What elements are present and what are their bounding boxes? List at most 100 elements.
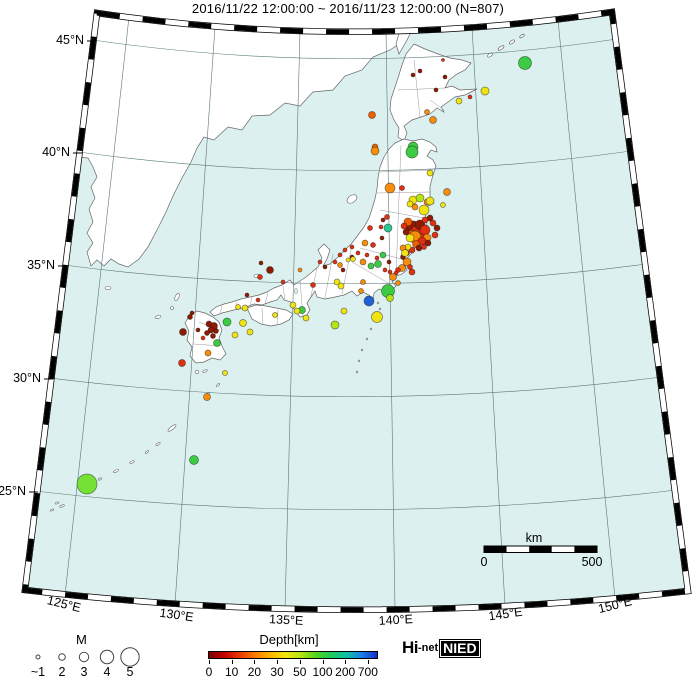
lon-label: 135°E	[269, 612, 304, 628]
asia-continent	[39, 12, 419, 268]
scale-km-label: km	[526, 531, 543, 545]
depth-tick-label: 100	[312, 665, 333, 679]
quake-dot	[424, 239, 432, 247]
quake-dot	[429, 219, 437, 227]
logo-net: -net	[418, 642, 439, 654]
quake-dot	[384, 214, 390, 220]
quake-dot	[332, 259, 338, 265]
quake-dot	[421, 216, 429, 224]
depth-tick-label: 700	[357, 665, 378, 679]
quake-dot	[364, 252, 370, 258]
quake-dot	[272, 312, 278, 318]
quake-dot	[241, 304, 249, 312]
quake-dot	[235, 304, 241, 310]
quake-dot	[400, 222, 408, 230]
quake-dot	[402, 257, 412, 267]
depth-tick-label: 30	[270, 665, 284, 679]
quake-dot	[337, 282, 345, 290]
quake-dot	[195, 327, 201, 333]
depth-tick	[209, 660, 210, 664]
quake-dot	[379, 251, 387, 259]
depth-tick	[231, 660, 233, 664]
quake-dot	[370, 242, 376, 248]
quake-dot	[257, 274, 263, 280]
logo-hi: Hi	[402, 638, 419, 657]
quake-dot	[363, 295, 375, 307]
scale-bar: km 0 500	[481, 531, 603, 569]
quake-dot	[255, 297, 261, 303]
lat-label: 40°N	[42, 145, 70, 159]
graticule	[34, 16, 677, 610]
quake-dot	[361, 239, 369, 247]
quake-dot	[76, 473, 98, 495]
quake-dot	[368, 111, 376, 119]
quake-dot	[386, 294, 394, 302]
quake-dot	[213, 328, 219, 334]
quake-dot	[355, 250, 361, 256]
quake-dot	[401, 249, 409, 257]
quake-dot	[340, 307, 348, 315]
quake-dot	[310, 282, 316, 288]
depth-colorbar	[208, 651, 378, 659]
magnitude-sample-circle	[99, 649, 115, 665]
quake-dot	[421, 244, 427, 250]
lat-label: 45°N	[56, 33, 84, 47]
quake-dot	[222, 370, 228, 376]
quake-dot	[178, 359, 186, 367]
magnitude-label: 4	[104, 665, 111, 678]
quake-dot	[297, 267, 303, 273]
magnitude-sample-circle	[58, 653, 66, 661]
quake-dot	[431, 231, 439, 239]
depth-tick-label: 50	[293, 665, 307, 679]
lake-biwa	[294, 287, 298, 295]
quake-dot	[370, 146, 380, 156]
depth-legend-title: Depth[km]	[259, 632, 319, 647]
quake-dot	[337, 252, 343, 258]
quake-dot	[200, 335, 206, 341]
quake-dot	[222, 317, 232, 327]
quake-dot	[382, 267, 388, 273]
quake-dot	[322, 264, 328, 270]
quake-dot	[387, 269, 393, 275]
quake-dot	[395, 280, 401, 286]
quake-dot	[415, 193, 425, 203]
quake-dot	[406, 200, 414, 208]
quake-dot	[418, 204, 430, 216]
depth-tick	[277, 660, 279, 664]
magnitude-sample-circle	[35, 654, 41, 660]
quake-dot	[384, 182, 396, 194]
depth-tick	[367, 660, 369, 664]
quake-dot	[405, 233, 415, 243]
japan-seismicity-map: 45°N40°N35°N30°N25°N 125°E 130°E 135°E 140°…	[0, 8, 692, 628]
quake-dot	[389, 273, 397, 281]
quake-dot	[239, 319, 247, 327]
quake-dot	[402, 228, 410, 236]
shikoku	[246, 304, 294, 327]
hokkaido	[389, 43, 478, 142]
small-islands	[49, 194, 382, 512]
lat-labels: 45°N 40°N 35°N 30°N 25°N	[0, 33, 84, 498]
quake-dot	[244, 292, 250, 298]
quake-dot	[371, 311, 383, 323]
quake-dot	[280, 279, 286, 285]
quake-dot	[380, 217, 386, 223]
scale-end-label: 500	[582, 555, 603, 569]
quake-dot	[441, 58, 445, 62]
quake-dot	[426, 169, 434, 177]
lat-label: 25°N	[0, 484, 26, 498]
lat-label: 30°N	[13, 371, 41, 385]
quake-dot	[337, 262, 343, 268]
quake-dot	[367, 225, 373, 231]
quake-dot	[345, 257, 351, 263]
depth-legend: Depth[km] 0 10 20 30 50 100 200 700	[200, 630, 390, 680]
quake-dot	[425, 196, 435, 206]
prefecture-borders	[193, 59, 446, 347]
quake-dot	[440, 202, 446, 208]
quake-dot	[317, 259, 323, 265]
depth-tick-label: 200	[335, 665, 356, 679]
quake-dot	[417, 68, 423, 74]
kuril-islands	[487, 33, 525, 58]
quake-dot	[213, 339, 221, 347]
quake-dot	[480, 86, 490, 96]
